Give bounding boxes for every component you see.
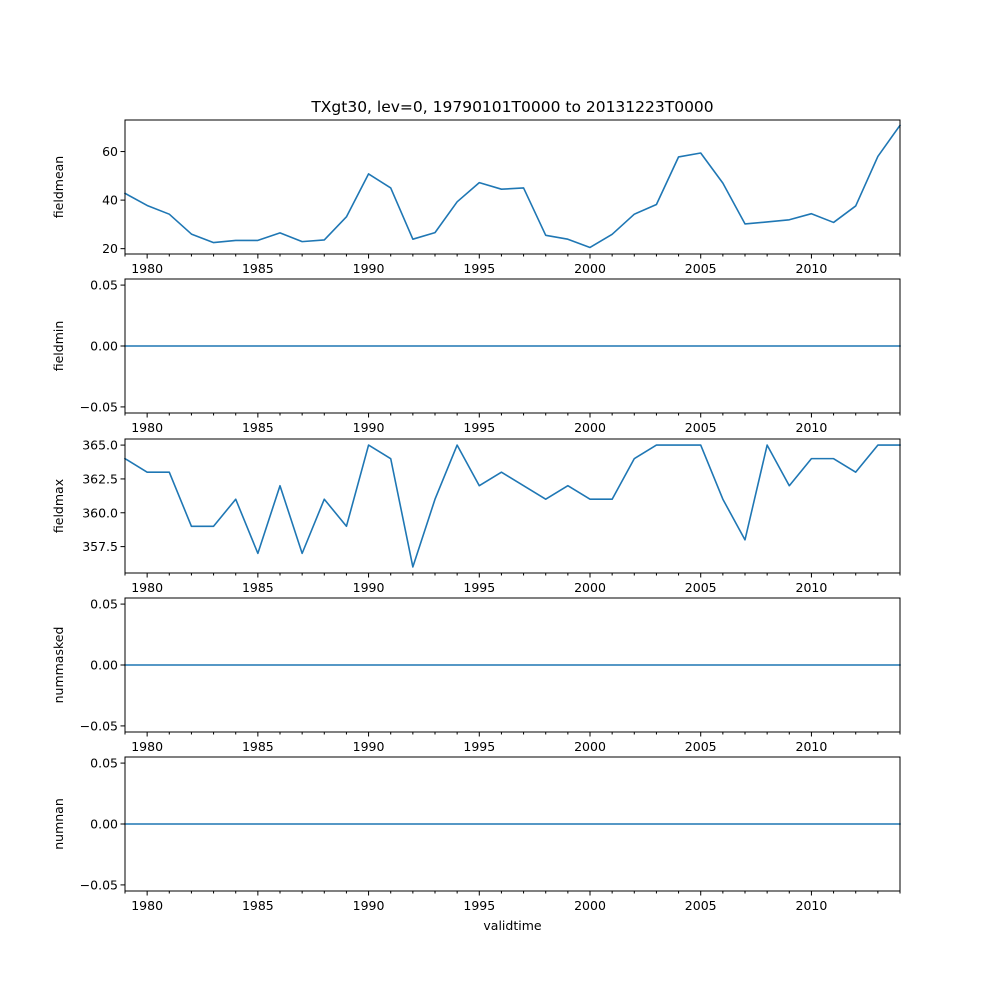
fieldmin-y-axis-label: fieldmin: [51, 321, 66, 372]
nummasked-xtick-label-1995: 1995: [463, 739, 495, 754]
numnan-xtick-label-1985: 1985: [242, 898, 274, 913]
fieldmean-xtick-label-2000: 2000: [574, 261, 606, 276]
numnan-xtick-label-1990: 1990: [353, 898, 385, 913]
fieldmax-xtick-label-1995: 1995: [463, 580, 495, 595]
nummasked-ytick-label: 0.05: [90, 597, 118, 612]
fieldmax-ytick-label: 360.0: [82, 505, 118, 520]
nummasked-xtick-label-1985: 1985: [242, 739, 274, 754]
fieldmean-series-line: [123, 124, 902, 249]
x-axis-label: validtime: [483, 918, 541, 933]
fieldmean-xtick-label-2005: 2005: [685, 261, 717, 276]
fieldmax-xtick-label-1980: 1980: [131, 580, 163, 595]
fieldmax-ytick-label: 365.0: [82, 438, 118, 453]
numnan-ytick-label: 0.00: [90, 817, 118, 832]
fieldmax-xtick-label-2010: 2010: [796, 580, 828, 595]
numnan-xtick-label-1995: 1995: [463, 898, 495, 913]
nummasked-xtick-label-1990: 1990: [353, 739, 385, 754]
nummasked-xtick-label-2010: 2010: [796, 739, 828, 754]
fieldmin-ytick-label: 0.05: [90, 278, 118, 293]
fieldmax-series-line: [123, 444, 901, 568]
fieldmin-xtick-label-1980: 1980: [131, 420, 163, 435]
fieldmean-y-axis-label: fieldmean: [51, 156, 66, 218]
fieldmean-ytick-label: 20: [102, 241, 118, 256]
subplot-numnan: 1980 1985 1990 1995 2000 2005 2010 −0.05 0.00 0.0…: [51, 756, 901, 913]
fieldmax-xtick-label-2000: 2000: [574, 580, 606, 595]
subplot-fieldmax: 1980 1985 1990 1995 2000 2005 2010 357.5 360.0 36…: [51, 438, 901, 595]
fieldmean-ytick-label: 60: [102, 144, 118, 159]
chart-title: TXgt30, lev=0, 19790101T0000 to 20131223…: [310, 98, 713, 116]
fieldmax-xtick-label-1985: 1985: [242, 580, 274, 595]
numnan-xtick-label-2005: 2005: [685, 898, 717, 913]
numnan-xtick-label-2010: 2010: [796, 898, 828, 913]
numnan-y-axis-label: numnan: [51, 798, 66, 850]
subplot-nummasked: 1980 1985 1990 1995 2000 2005 2010 −0.05 0.00 0.0…: [51, 597, 901, 754]
fieldmin-xtick-label-2000: 2000: [574, 420, 606, 435]
fieldmin-xtick-label-1990: 1990: [353, 420, 385, 435]
numnan-xtick-label-1980: 1980: [131, 898, 163, 913]
nummasked-xtick-label-2005: 2005: [685, 739, 717, 754]
fieldmin-xtick-label-2005: 2005: [685, 420, 717, 435]
numnan-ytick-label: 0.05: [90, 756, 118, 771]
fieldmax-axes-frame: [124, 438, 901, 574]
fieldmin-ytick-label: 0.00: [90, 339, 118, 354]
fieldmean-xtick-label-1980: 1980: [131, 261, 163, 276]
fieldmax-y-axis-label: fieldmax: [51, 479, 66, 533]
fieldmean-axes-frame: [124, 119, 901, 255]
nummasked-ytick-label: 0.00: [90, 658, 118, 673]
subplot-fieldmean: 1980 1985 1990 1995 2000 2005 2010 20 40 60 fieldm…: [51, 119, 902, 276]
fieldmax-xtick-label-1990: 1990: [353, 580, 385, 595]
nummasked-y-axis-label: nummasked: [51, 627, 66, 704]
nummasked-ytick-label: −0.05: [80, 718, 118, 733]
fieldmin-xtick-label-2010: 2010: [796, 420, 828, 435]
subplot-stack: 1980 1985 1990 1995 2000 2005 2010 20 40 60 fieldm…: [51, 119, 902, 913]
fieldmean-xtick-label-1985: 1985: [242, 261, 274, 276]
fieldmin-xtick-label-1995: 1995: [463, 420, 495, 435]
numnan-xtick-label-2000: 2000: [574, 898, 606, 913]
fieldmean-xtick-label-1995: 1995: [463, 261, 495, 276]
subplot-fieldmin: 1980 1985 1990 1995 2000 2005 2010 −0.05 0.00 0.0…: [51, 278, 901, 435]
fieldmean-xtick-label-2010: 2010: [796, 261, 828, 276]
nummasked-xtick-label-1980: 1980: [131, 739, 163, 754]
nummasked-xtick-label-2000: 2000: [574, 739, 606, 754]
fieldmean-ytick-label: 40: [102, 193, 118, 208]
numnan-ytick-label: −0.05: [80, 877, 118, 892]
fieldmin-ytick-label: −0.05: [80, 399, 118, 414]
fieldmax-ytick-label: 362.5: [82, 471, 118, 486]
fieldmin-xtick-label-1985: 1985: [242, 420, 274, 435]
fieldmax-xtick-label-2005: 2005: [685, 580, 717, 595]
fieldmean-xtick-label-1990: 1990: [353, 261, 385, 276]
fieldmax-ytick-label: 357.5: [82, 539, 118, 554]
